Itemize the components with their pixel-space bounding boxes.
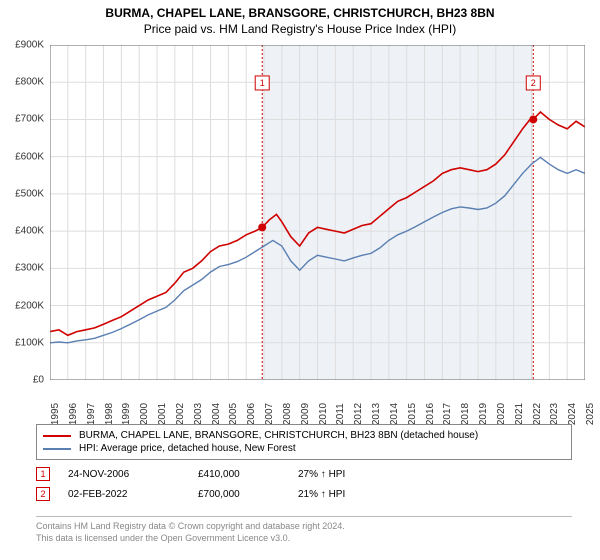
y-tick-label: £300K: [15, 263, 44, 274]
x-tick-label: 1996: [68, 403, 79, 425]
y-tick-label: £200K: [15, 300, 44, 311]
legend-label: BURMA, CHAPEL LANE, BRANSGORE, CHRISTCHU…: [79, 430, 478, 441]
marker-price: £410,000: [198, 469, 298, 480]
y-tick-label: £900K: [15, 40, 44, 51]
x-tick-label: 2015: [407, 403, 418, 425]
y-tick-label: £0: [33, 375, 44, 386]
legend-box: BURMA, CHAPEL LANE, BRANSGORE, CHRISTCHU…: [36, 424, 572, 460]
footer-line1: Contains HM Land Registry data © Crown c…: [36, 521, 572, 533]
marker-row: 2 02-FEB-2022£700,00021% ↑ HPI: [36, 484, 572, 504]
marker-pct: 21% ↑ HPI: [298, 489, 418, 500]
x-tick-label: 2006: [246, 403, 257, 425]
x-tick-label: 2008: [282, 403, 293, 425]
marker-date: 24-NOV-2006: [68, 469, 198, 480]
x-tick-label: 2022: [532, 403, 543, 425]
legend-swatch: [43, 435, 71, 437]
x-tick-label: 2014: [389, 403, 400, 425]
x-tick-label: 2024: [567, 403, 578, 425]
marker-table: 1 24-NOV-2006£410,00027% ↑ HPI 2 02-FEB-202…: [36, 464, 572, 504]
x-tick-label: 2003: [193, 403, 204, 425]
x-tick-label: 2007: [264, 403, 275, 425]
x-tick-label: 2004: [211, 403, 222, 425]
chart-svg: 12: [50, 45, 585, 380]
svg-text:1: 1: [260, 78, 265, 88]
y-tick-label: £500K: [15, 188, 44, 199]
x-axis-labels: 1995 1996 1997 1998 1999 2000 2001 2002 2003 2004…: [50, 382, 585, 422]
x-tick-label: 1998: [104, 403, 115, 425]
chart-container: BURMA, CHAPEL LANE, BRANSGORE, CHRISTCHU…: [0, 0, 600, 560]
y-tick-label: £400K: [15, 226, 44, 237]
legend-row: BURMA, CHAPEL LANE, BRANSGORE, CHRISTCHU…: [43, 429, 565, 442]
chart-plot-area: 12: [50, 45, 585, 380]
marker-number-box: 2: [36, 487, 50, 501]
marker-pct: 27% ↑ HPI: [298, 469, 418, 480]
x-tick-label: 2019: [478, 403, 489, 425]
svg-text:2: 2: [531, 78, 536, 88]
title-block: BURMA, CHAPEL LANE, BRANSGORE, CHRISTCHU…: [0, 0, 600, 36]
x-tick-label: 2025: [585, 403, 596, 425]
x-tick-label: 2018: [460, 403, 471, 425]
y-tick-label: £700K: [15, 114, 44, 125]
x-tick-label: 2016: [425, 403, 436, 425]
x-tick-label: 1997: [86, 403, 97, 425]
x-tick-label: 2012: [353, 403, 364, 425]
x-tick-label: 2021: [514, 403, 525, 425]
x-tick-label: 2020: [496, 403, 507, 425]
x-tick-label: 2023: [549, 403, 560, 425]
marker-price: £700,000: [198, 489, 298, 500]
x-tick-label: 1995: [50, 403, 61, 425]
x-tick-label: 2011: [335, 403, 346, 425]
x-tick-label: 2009: [300, 403, 311, 425]
x-tick-label: 1999: [121, 403, 132, 425]
x-tick-label: 2001: [157, 403, 168, 425]
legend-label: HPI: Average price, detached house, New …: [79, 443, 296, 454]
x-tick-label: 2000: [139, 403, 150, 425]
title-line1: BURMA, CHAPEL LANE, BRANSGORE, CHRISTCHU…: [0, 6, 600, 20]
marker-date: 02-FEB-2022: [68, 489, 198, 500]
x-tick-label: 2005: [228, 403, 239, 425]
x-tick-label: 2002: [175, 403, 186, 425]
x-tick-label: 2010: [318, 403, 329, 425]
y-tick-label: £600K: [15, 151, 44, 162]
x-tick-label: 2017: [442, 403, 453, 425]
legend-swatch: [43, 448, 71, 450]
footer-line2: This data is licensed under the Open Gov…: [36, 533, 572, 545]
x-tick-label: 2013: [371, 403, 382, 425]
marker-number-box: 1: [36, 467, 50, 481]
y-tick-label: £100K: [15, 337, 44, 348]
marker-row: 1 24-NOV-2006£410,00027% ↑ HPI: [36, 464, 572, 484]
y-axis-labels: £0£100K£200K£300K£400K£500K£600K£700K£80…: [0, 45, 48, 380]
y-tick-label: £800K: [15, 77, 44, 88]
footer: Contains HM Land Registry data © Crown c…: [36, 516, 572, 544]
legend-row: HPI: Average price, detached house, New …: [43, 442, 565, 455]
title-line2: Price paid vs. HM Land Registry's House …: [0, 22, 600, 36]
